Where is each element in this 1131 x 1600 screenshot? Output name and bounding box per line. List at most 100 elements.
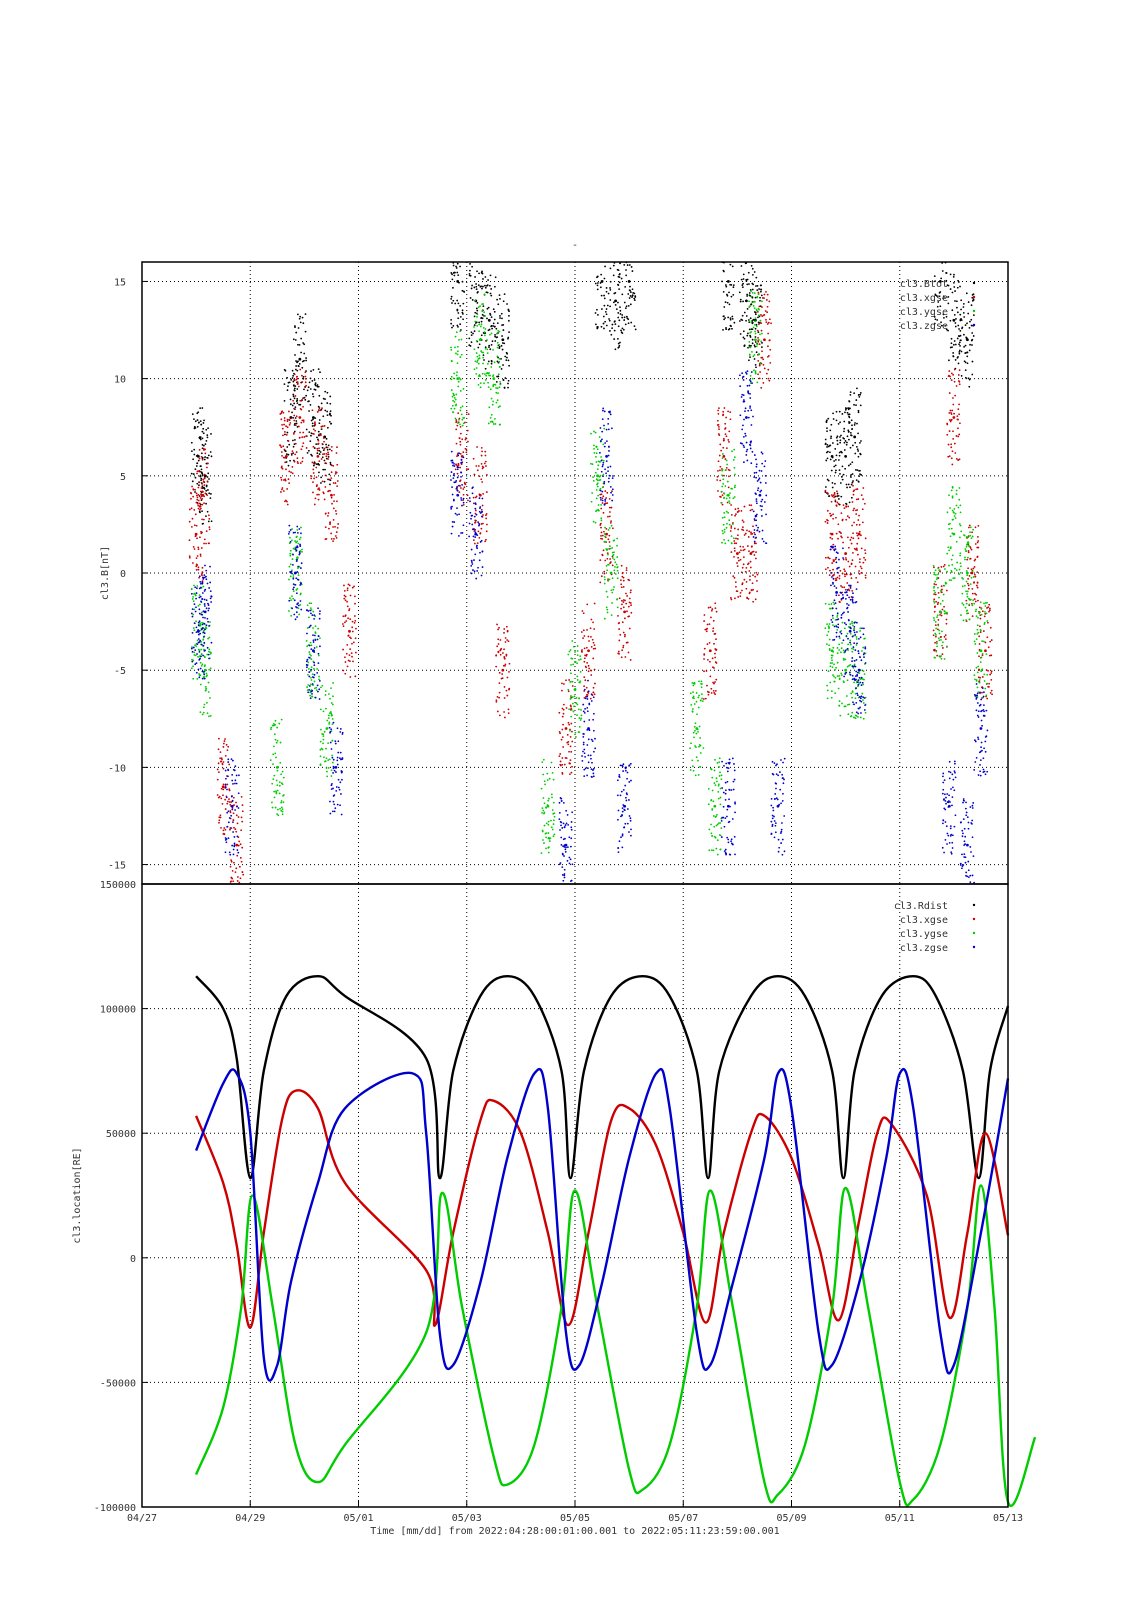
data-point-scatter	[317, 627, 320, 630]
data-point-scatter	[946, 570, 949, 573]
data-point-scatter	[570, 722, 573, 725]
data-point-scatter	[332, 540, 334, 543]
data-point-scatter	[548, 846, 550, 849]
data-point-scatter	[611, 323, 614, 326]
data-point-scatter	[196, 470, 199, 473]
data-point-scatter	[303, 436, 306, 438]
data-point-scatter	[553, 833, 556, 836]
data-point-scatter	[951, 495, 954, 498]
data-point-scatter	[546, 804, 549, 806]
data-point-scatter	[840, 629, 843, 632]
data-point	[966, 571, 969, 575]
data-point-scatter	[318, 394, 321, 397]
data-point-scatter	[206, 489, 209, 491]
data-point-scatter	[314, 625, 317, 628]
data-point-scatter	[337, 751, 340, 754]
data-point-scatter	[571, 640, 574, 642]
data-point-scatter	[200, 613, 203, 616]
data-point-scatter	[450, 295, 453, 298]
data-point-scatter	[306, 666, 308, 669]
data-point-scatter	[763, 293, 766, 296]
data-point-scatter	[276, 789, 279, 792]
data-point-scatter	[839, 439, 842, 442]
data-point-scatter	[832, 568, 834, 571]
data-point-scatter	[202, 638, 205, 641]
data-point-scatter	[351, 642, 353, 645]
data-point-scatter	[837, 687, 840, 690]
data-point-scatter	[457, 454, 460, 457]
data-point-scatter	[620, 277, 623, 280]
data-point-scatter	[313, 617, 315, 620]
data-point-scatter	[280, 806, 283, 809]
data-point-scatter	[829, 569, 831, 572]
data-point-scatter	[208, 715, 210, 718]
data-point-scatter	[842, 504, 845, 507]
data-point-scatter	[941, 608, 944, 611]
data-point-scatter	[627, 304, 630, 307]
data-point-scatter	[457, 302, 460, 305]
data-point-scatter	[290, 452, 293, 455]
data-point-scatter	[231, 773, 234, 776]
data-point-scatter	[553, 812, 556, 815]
data-point-scatter	[195, 565, 198, 568]
data-point-scatter	[612, 274, 615, 277]
data-point-scatter	[851, 424, 853, 427]
data-point-scatter	[593, 444, 595, 447]
data-point-scatter	[230, 880, 233, 883]
data-point-scatter	[718, 757, 721, 760]
data-point-scatter	[707, 693, 710, 696]
data-point-scatter	[195, 501, 198, 504]
data-point-scatter	[451, 520, 454, 523]
data-point-scatter	[540, 787, 543, 790]
data-point-scatter	[461, 280, 464, 283]
data-point-scatter	[292, 380, 295, 383]
data-point-scatter	[751, 342, 754, 345]
data-point-scatter	[335, 536, 338, 539]
data-point-scatter	[747, 319, 750, 321]
data-point-scatter	[548, 777, 551, 780]
data-point-scatter	[943, 658, 946, 660]
data-point-scatter	[495, 336, 498, 339]
data-point-scatter	[725, 285, 728, 288]
data-point-scatter	[628, 579, 631, 582]
data-point-scatter	[971, 587, 974, 590]
data-point-scatter	[199, 475, 202, 478]
data-point-scatter	[761, 300, 763, 303]
data-point-scatter	[295, 375, 298, 378]
data-point-scatter	[841, 642, 843, 644]
data-point-scatter	[331, 761, 334, 764]
data-point-scatter	[967, 551, 970, 554]
data-point-scatter	[288, 530, 291, 533]
data-point-scatter	[836, 647, 839, 649]
data-point-scatter	[294, 548, 297, 551]
data-point-scatter	[498, 691, 501, 694]
data-point-scatter	[591, 638, 594, 641]
data-point-scatter	[971, 344, 973, 346]
data-point-scatter	[451, 404, 454, 407]
data-point-scatter	[841, 519, 844, 522]
data-point-scatter	[742, 521, 745, 523]
data-point-scatter	[329, 461, 332, 464]
data-point-scatter	[295, 400, 298, 403]
data-point-scatter	[603, 277, 606, 280]
data-point-scatter	[207, 514, 210, 517]
data-point-scatter	[611, 591, 614, 594]
data-point-scatter	[343, 584, 345, 587]
data-point-scatter	[198, 495, 201, 497]
data-point	[325, 727, 329, 730]
data-point-scatter	[717, 460, 720, 463]
data-point-scatter	[735, 542, 738, 545]
data-point-scatter	[475, 352, 478, 354]
data-point-scatter	[833, 675, 835, 678]
data-point-scatter	[976, 571, 979, 574]
data-point-scatter	[501, 673, 504, 675]
data-point-scatter	[956, 561, 959, 564]
data-point-scatter	[498, 671, 501, 674]
data-point-scatter	[199, 436, 202, 439]
data-point-scatter	[542, 773, 545, 776]
data-point-scatter	[596, 314, 599, 316]
data-point-scatter	[849, 446, 852, 449]
data-point-scatter	[498, 347, 501, 350]
data-point-scatter	[755, 542, 757, 545]
data-point-scatter	[944, 581, 947, 584]
